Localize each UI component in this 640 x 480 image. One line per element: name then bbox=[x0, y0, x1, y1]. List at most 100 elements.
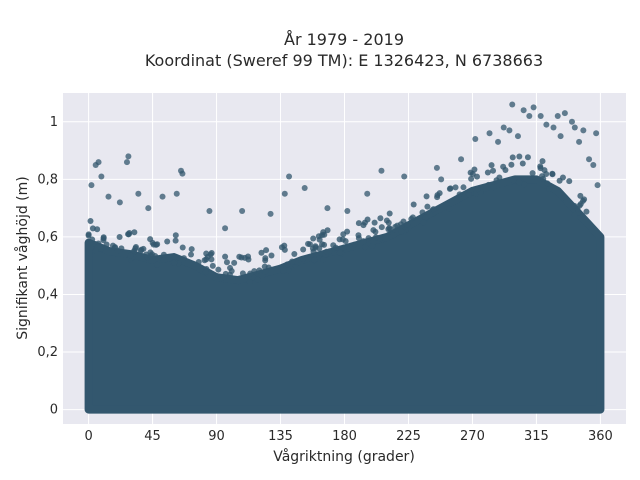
scatter-point bbox=[223, 259, 230, 266]
scatter-point bbox=[145, 205, 152, 212]
scatter-point bbox=[247, 270, 254, 277]
scatter-point bbox=[92, 247, 99, 254]
scatter-point bbox=[423, 193, 430, 200]
scatter-point bbox=[153, 241, 160, 248]
scatter-point bbox=[364, 190, 371, 197]
scatter-point bbox=[550, 124, 557, 131]
scatter-point bbox=[160, 251, 167, 258]
scatter-point bbox=[474, 186, 481, 193]
scatter-point bbox=[323, 248, 330, 255]
x-tick-label: 90 bbox=[208, 429, 225, 444]
scatter-point bbox=[268, 252, 275, 259]
scatter-point bbox=[438, 176, 445, 183]
scatter-point bbox=[125, 153, 132, 160]
y-tick-label: 0 bbox=[50, 403, 58, 418]
scatter-point bbox=[516, 179, 523, 186]
scatter-point bbox=[377, 215, 384, 222]
scatter-point bbox=[280, 267, 287, 274]
scatter-point bbox=[410, 201, 417, 208]
scatter-point bbox=[370, 227, 377, 234]
scatter-point bbox=[105, 193, 112, 200]
scatter-point bbox=[98, 173, 105, 180]
scatter-point bbox=[493, 177, 500, 184]
scatter-point bbox=[571, 124, 578, 131]
scatter-point bbox=[173, 190, 180, 197]
scatter-point bbox=[246, 279, 253, 286]
scatter-point bbox=[311, 256, 318, 263]
scatter-point bbox=[509, 154, 516, 161]
scatter-point bbox=[179, 244, 186, 251]
scatter-point bbox=[179, 170, 186, 177]
scatter-point bbox=[114, 247, 121, 254]
scatter-point bbox=[362, 244, 369, 251]
scatter-point bbox=[236, 253, 243, 260]
scatter-point bbox=[254, 276, 261, 283]
x-tick-label: 270 bbox=[460, 429, 485, 444]
scatter-point bbox=[171, 259, 178, 266]
scatter-point bbox=[378, 224, 385, 231]
scatter-point bbox=[256, 267, 263, 274]
scatter-point bbox=[89, 236, 96, 243]
x-tick-label: 0 bbox=[84, 429, 92, 444]
scatter-point bbox=[261, 263, 268, 270]
scatter-point bbox=[116, 234, 123, 241]
scatter-point bbox=[152, 252, 159, 259]
scatter-point bbox=[355, 232, 362, 239]
scatter-point bbox=[310, 248, 317, 255]
chart-title-line-2: Koordinat (Sweref 99 TM): E 1326423, N 6… bbox=[145, 51, 543, 70]
scatter-point bbox=[506, 127, 513, 134]
scatter-point bbox=[310, 235, 317, 242]
scatter-point bbox=[239, 270, 246, 277]
scatter-point bbox=[208, 256, 215, 263]
scatter-point bbox=[154, 261, 161, 268]
scatter-point bbox=[472, 136, 479, 143]
scatter-point bbox=[267, 210, 274, 217]
scatter-point bbox=[188, 251, 195, 258]
scatter-point bbox=[245, 253, 252, 260]
scatter-point bbox=[516, 153, 523, 160]
scatter-point bbox=[583, 208, 590, 215]
scatter-point bbox=[94, 226, 101, 233]
scatter-point bbox=[509, 101, 516, 108]
x-axis-tick-labels: 0 45 90 135 180 225 270 315 360 bbox=[84, 429, 612, 444]
scatter-point bbox=[262, 255, 269, 262]
scatter-point bbox=[344, 228, 351, 235]
scatter-point bbox=[364, 216, 371, 223]
scatter-point bbox=[539, 158, 546, 165]
x-axis-label: Vågriktning (grader) bbox=[273, 448, 415, 465]
scatter-point bbox=[85, 232, 92, 239]
scatter-point bbox=[467, 169, 474, 176]
scatter-point bbox=[312, 243, 319, 250]
scatter-point bbox=[262, 268, 269, 275]
scatter-point bbox=[571, 202, 578, 209]
scatter-point bbox=[222, 225, 229, 232]
scatter-point bbox=[529, 170, 536, 177]
scatter-point bbox=[95, 159, 102, 166]
scatter-point bbox=[434, 192, 441, 199]
scatter-point bbox=[430, 206, 437, 213]
scatter-point bbox=[195, 259, 202, 266]
scatter-point bbox=[285, 267, 292, 274]
scatter-point bbox=[422, 214, 429, 221]
x-tick-label: 315 bbox=[524, 429, 549, 444]
chart-title-line-1: År 1979 - 2019 bbox=[284, 30, 404, 49]
scatter-point bbox=[409, 214, 416, 221]
scatter-point bbox=[586, 156, 593, 163]
scatter-point bbox=[321, 241, 328, 248]
scatter-point bbox=[571, 211, 578, 218]
scatter-point bbox=[337, 249, 344, 256]
scatter-point bbox=[446, 205, 453, 212]
scatter-point bbox=[392, 223, 399, 230]
scatter-point bbox=[172, 232, 179, 239]
scatter-point bbox=[500, 124, 507, 131]
scatter-point bbox=[147, 236, 154, 243]
y-axis-tick-labels: 0 0,2 0,4 0,6 0,8 1 bbox=[37, 115, 58, 418]
scatter-point bbox=[132, 243, 139, 250]
scatter-point bbox=[514, 133, 521, 140]
y-tick-label: 1 bbox=[50, 115, 58, 130]
scatter-point bbox=[401, 173, 408, 180]
scatter-point bbox=[549, 170, 556, 177]
scatter-point bbox=[557, 133, 564, 140]
scatter-point bbox=[465, 191, 472, 198]
scatter-point bbox=[355, 220, 362, 227]
